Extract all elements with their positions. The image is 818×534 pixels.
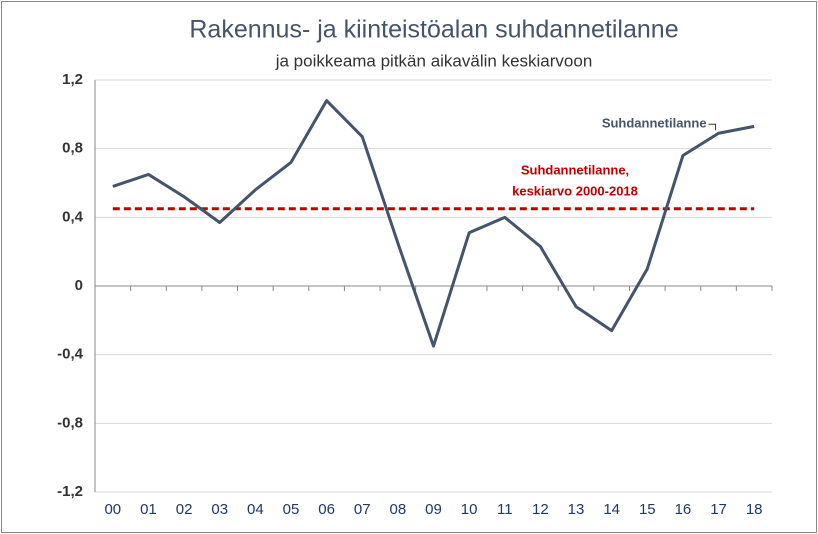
x-tick-label: 00 [104,501,121,518]
x-tick-label: 18 [746,501,763,518]
y-tick-label: -0,8 [57,414,83,431]
y-tick-label: 0,8 [62,140,83,157]
y-tick-label: -0,4 [57,346,84,363]
x-tick-label: 07 [354,501,371,518]
reference-label: Suhdannetilanne, [521,162,629,177]
x-tick-label: 16 [675,501,692,518]
x-tick-label: 09 [425,501,442,518]
x-tick-label: 04 [247,501,264,518]
chart-title: Rakennus- ja kiinteistöalan suhdannetila… [189,16,678,44]
x-tick-label: 10 [461,501,478,518]
x-tick-label: 17 [710,501,727,518]
x-tick-label: 05 [283,501,300,518]
x-tick-label: 03 [211,501,228,518]
y-tick-label: 1,2 [62,71,83,88]
x-tick-label: 08 [390,501,407,518]
x-tick-label: 13 [568,501,585,518]
x-tick-label: 15 [639,501,656,518]
x-tick-label: 01 [140,501,157,518]
y-tick-label: 0 [75,277,83,294]
reference-label: keskiarvo 2000-2018 [512,183,638,198]
x-tick-label: 02 [176,501,193,518]
label-leader [708,123,717,131]
chart-subtitle: ja poikkeama pitkän aikavälin keskiarvoo… [275,51,593,70]
x-tick-label: 14 [603,501,620,518]
x-tick-label: 12 [532,501,549,518]
y-tick-label: -1,2 [57,483,83,500]
x-tick-label: 06 [318,501,335,518]
series-line [112,99,755,348]
y-tick-label: 0,4 [62,208,84,225]
series-label: Suhdannetilanne [602,116,707,131]
x-tick-label: 11 [497,501,513,518]
